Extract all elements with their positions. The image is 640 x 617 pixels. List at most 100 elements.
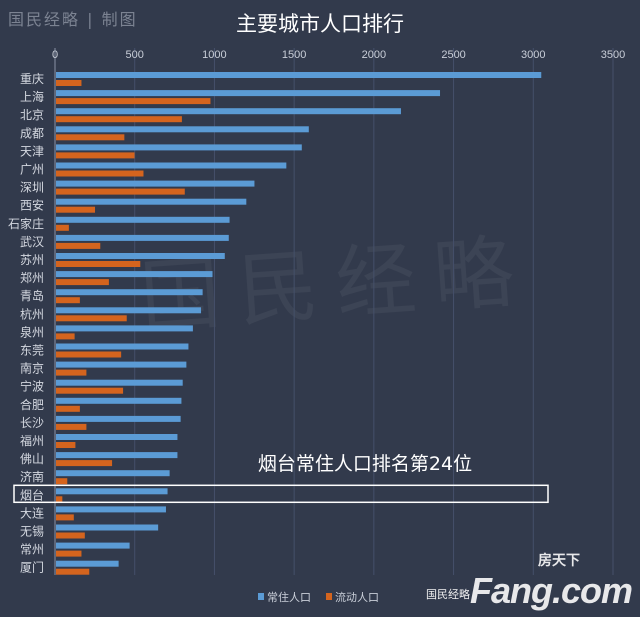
category-label: 郑州: [20, 270, 44, 285]
bar-floating: [56, 170, 144, 177]
bar-floating: [56, 514, 74, 521]
x-tick-label: 0: [52, 49, 58, 61]
bar-floating: [56, 423, 87, 430]
bar-resident: [56, 560, 119, 567]
category-label: 上海: [20, 89, 44, 104]
category-label: 重庆: [20, 72, 44, 86]
category-label: 常州: [20, 543, 44, 557]
x-tick-label: 3500: [601, 49, 625, 61]
fang-logo: Fang.com: [469, 570, 633, 611]
watermark: 国民经略 | 制图: [8, 10, 138, 29]
bar-resident: [56, 126, 309, 133]
category-label: 武汉: [20, 235, 44, 249]
bar-resident: [56, 452, 178, 459]
category-label: 无锡: [20, 524, 44, 539]
bar-floating: [56, 134, 125, 141]
bar-resident: [56, 180, 255, 187]
bar-floating: [56, 206, 96, 213]
legend-label: 流动人口: [335, 590, 379, 604]
bar-floating: [56, 550, 82, 557]
bar-resident: [56, 470, 170, 477]
bar-floating: [56, 242, 101, 249]
annotation-text: 烟台常住人口排名第24位: [258, 453, 472, 475]
category-label: 大连: [20, 505, 44, 520]
bar-floating: [56, 297, 80, 304]
legend-swatch: [258, 593, 264, 600]
category-label: 北京: [20, 108, 44, 122]
bar-resident: [56, 361, 187, 368]
category-label: 宁波: [20, 379, 44, 394]
bar-floating: [56, 116, 182, 123]
bar-floating: [56, 152, 135, 159]
category-label: 合肥: [20, 397, 44, 412]
bar-resident: [56, 198, 247, 205]
bar-floating: [56, 478, 68, 485]
bar-resident: [56, 379, 183, 386]
bar-resident: [56, 108, 401, 115]
bar-floating: [56, 224, 69, 231]
bar-resident: [56, 506, 166, 513]
bar-floating: [56, 261, 141, 267]
category-label: 佛山: [20, 452, 44, 466]
category-label: 青岛: [20, 288, 44, 303]
legend-label: 常住人口: [267, 590, 311, 604]
category-label: 烟台: [20, 487, 44, 502]
category-label: 南京: [20, 361, 44, 376]
category-label: 济南: [20, 469, 44, 484]
category-label: 西安: [20, 198, 44, 213]
bar-resident: [56, 253, 225, 259]
bar-floating: [56, 188, 185, 195]
category-label: 福州: [20, 433, 44, 448]
bar-resident: [56, 542, 130, 549]
bar-floating: [56, 496, 63, 503]
x-tick-label: 2500: [441, 49, 465, 61]
bar-floating: [56, 80, 82, 86]
bar-floating: [56, 315, 127, 322]
category-label: 杭州: [20, 306, 44, 321]
bar-resident: [56, 271, 213, 278]
bar-resident: [56, 144, 302, 151]
category-label: 石家庄: [8, 216, 44, 231]
bar-resident: [56, 289, 203, 296]
category-label: 泉州: [20, 325, 44, 339]
bar-floating: [56, 532, 85, 539]
chart-title: 主要城市人口排行: [236, 12, 404, 36]
bar-floating: [56, 442, 76, 448]
bar-floating: [56, 351, 122, 358]
bar-floating: [56, 460, 113, 467]
bar-resident: [56, 397, 182, 404]
bar-floating: [56, 333, 75, 340]
bar-resident: [56, 524, 159, 531]
bar-resident: [56, 72, 542, 78]
highlight-box: [13, 484, 549, 504]
bar-floating: [56, 369, 87, 376]
category-label: 成都: [20, 126, 44, 140]
bar-floating: [56, 568, 90, 575]
bar-floating: [56, 387, 124, 394]
category-label: 苏州: [20, 253, 44, 267]
bar-resident: [56, 325, 193, 332]
x-tick-label: 500: [126, 49, 144, 61]
bar-floating: [56, 405, 80, 412]
bar-resident: [56, 434, 178, 440]
category-label: 厦门: [20, 560, 44, 575]
x-tick-label: 2000: [362, 49, 386, 61]
bar-resident: [56, 415, 181, 422]
category-label: 东莞: [20, 344, 44, 358]
x-tick-label: 3000: [521, 49, 545, 61]
category-label: 天津: [20, 144, 44, 158]
bar-floating: [56, 279, 109, 286]
category-label: 长沙: [20, 416, 44, 430]
bar-resident: [56, 162, 287, 169]
bar-resident: [56, 234, 229, 241]
logo-sub: 房天下: [538, 553, 580, 569]
bar-resident: [56, 488, 168, 495]
category-label: 深圳: [20, 181, 44, 195]
legend-swatch: [326, 593, 332, 600]
bar-resident: [56, 307, 202, 314]
x-tick-label: 1000: [202, 49, 226, 61]
logo-source: 国民经略: [426, 588, 470, 601]
bar-resident: [56, 343, 189, 350]
x-tick-label: 1500: [282, 49, 306, 61]
